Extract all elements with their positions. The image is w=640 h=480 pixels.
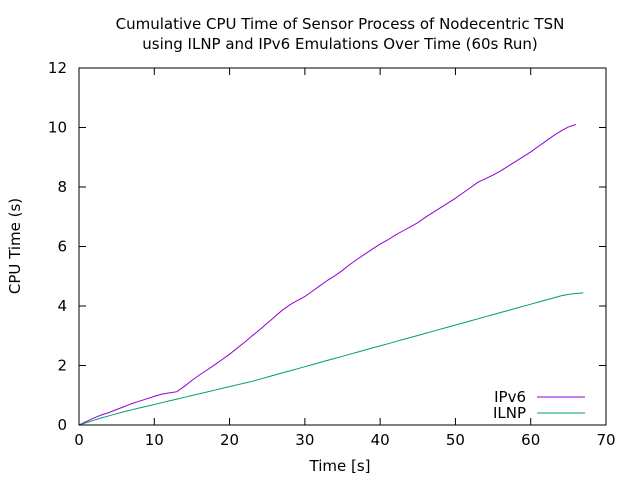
y-tick-label: 4 <box>57 297 67 315</box>
chart-title-line-1: Cumulative CPU Time of Sensor Process of… <box>116 15 565 33</box>
x-tick-label: 40 <box>371 431 390 449</box>
x-tick-label: 50 <box>446 431 465 449</box>
y-tick-label: 6 <box>57 238 67 256</box>
x-tick-label: 60 <box>521 431 540 449</box>
x-axis-label: Time [s] <box>309 457 371 475</box>
x-tick-label: 30 <box>295 431 314 449</box>
series-lines <box>78 124 584 426</box>
plot-area-frame <box>78 67 607 426</box>
axis-ticks: 0 10 20 30 40 50 60 70 0 2 4 6 8 10 12 <box>48 59 616 449</box>
y-tick-label: 8 <box>57 178 67 196</box>
y-tick-label: 12 <box>48 59 67 77</box>
x-tick-label: 0 <box>74 431 84 449</box>
legend-label-ipv6: IPv6 <box>494 388 526 406</box>
x-tick-label: 70 <box>596 431 615 449</box>
chart-title-line-2: using ILNP and IPv6 Emulations Over Time… <box>142 35 537 53</box>
x-tick-label: 10 <box>145 431 164 449</box>
y-tick-label: 0 <box>57 416 67 434</box>
legend-label-ilnp: ILNP <box>493 404 526 422</box>
x-tick-label: 20 <box>220 431 239 449</box>
y-tick-label: 10 <box>48 119 67 137</box>
y-axis-label: CPU Time (s) <box>6 198 24 294</box>
y-tick-label: 2 <box>57 357 67 375</box>
series-line-ilnp <box>78 292 584 426</box>
series-line-ipv6 <box>78 124 577 426</box>
